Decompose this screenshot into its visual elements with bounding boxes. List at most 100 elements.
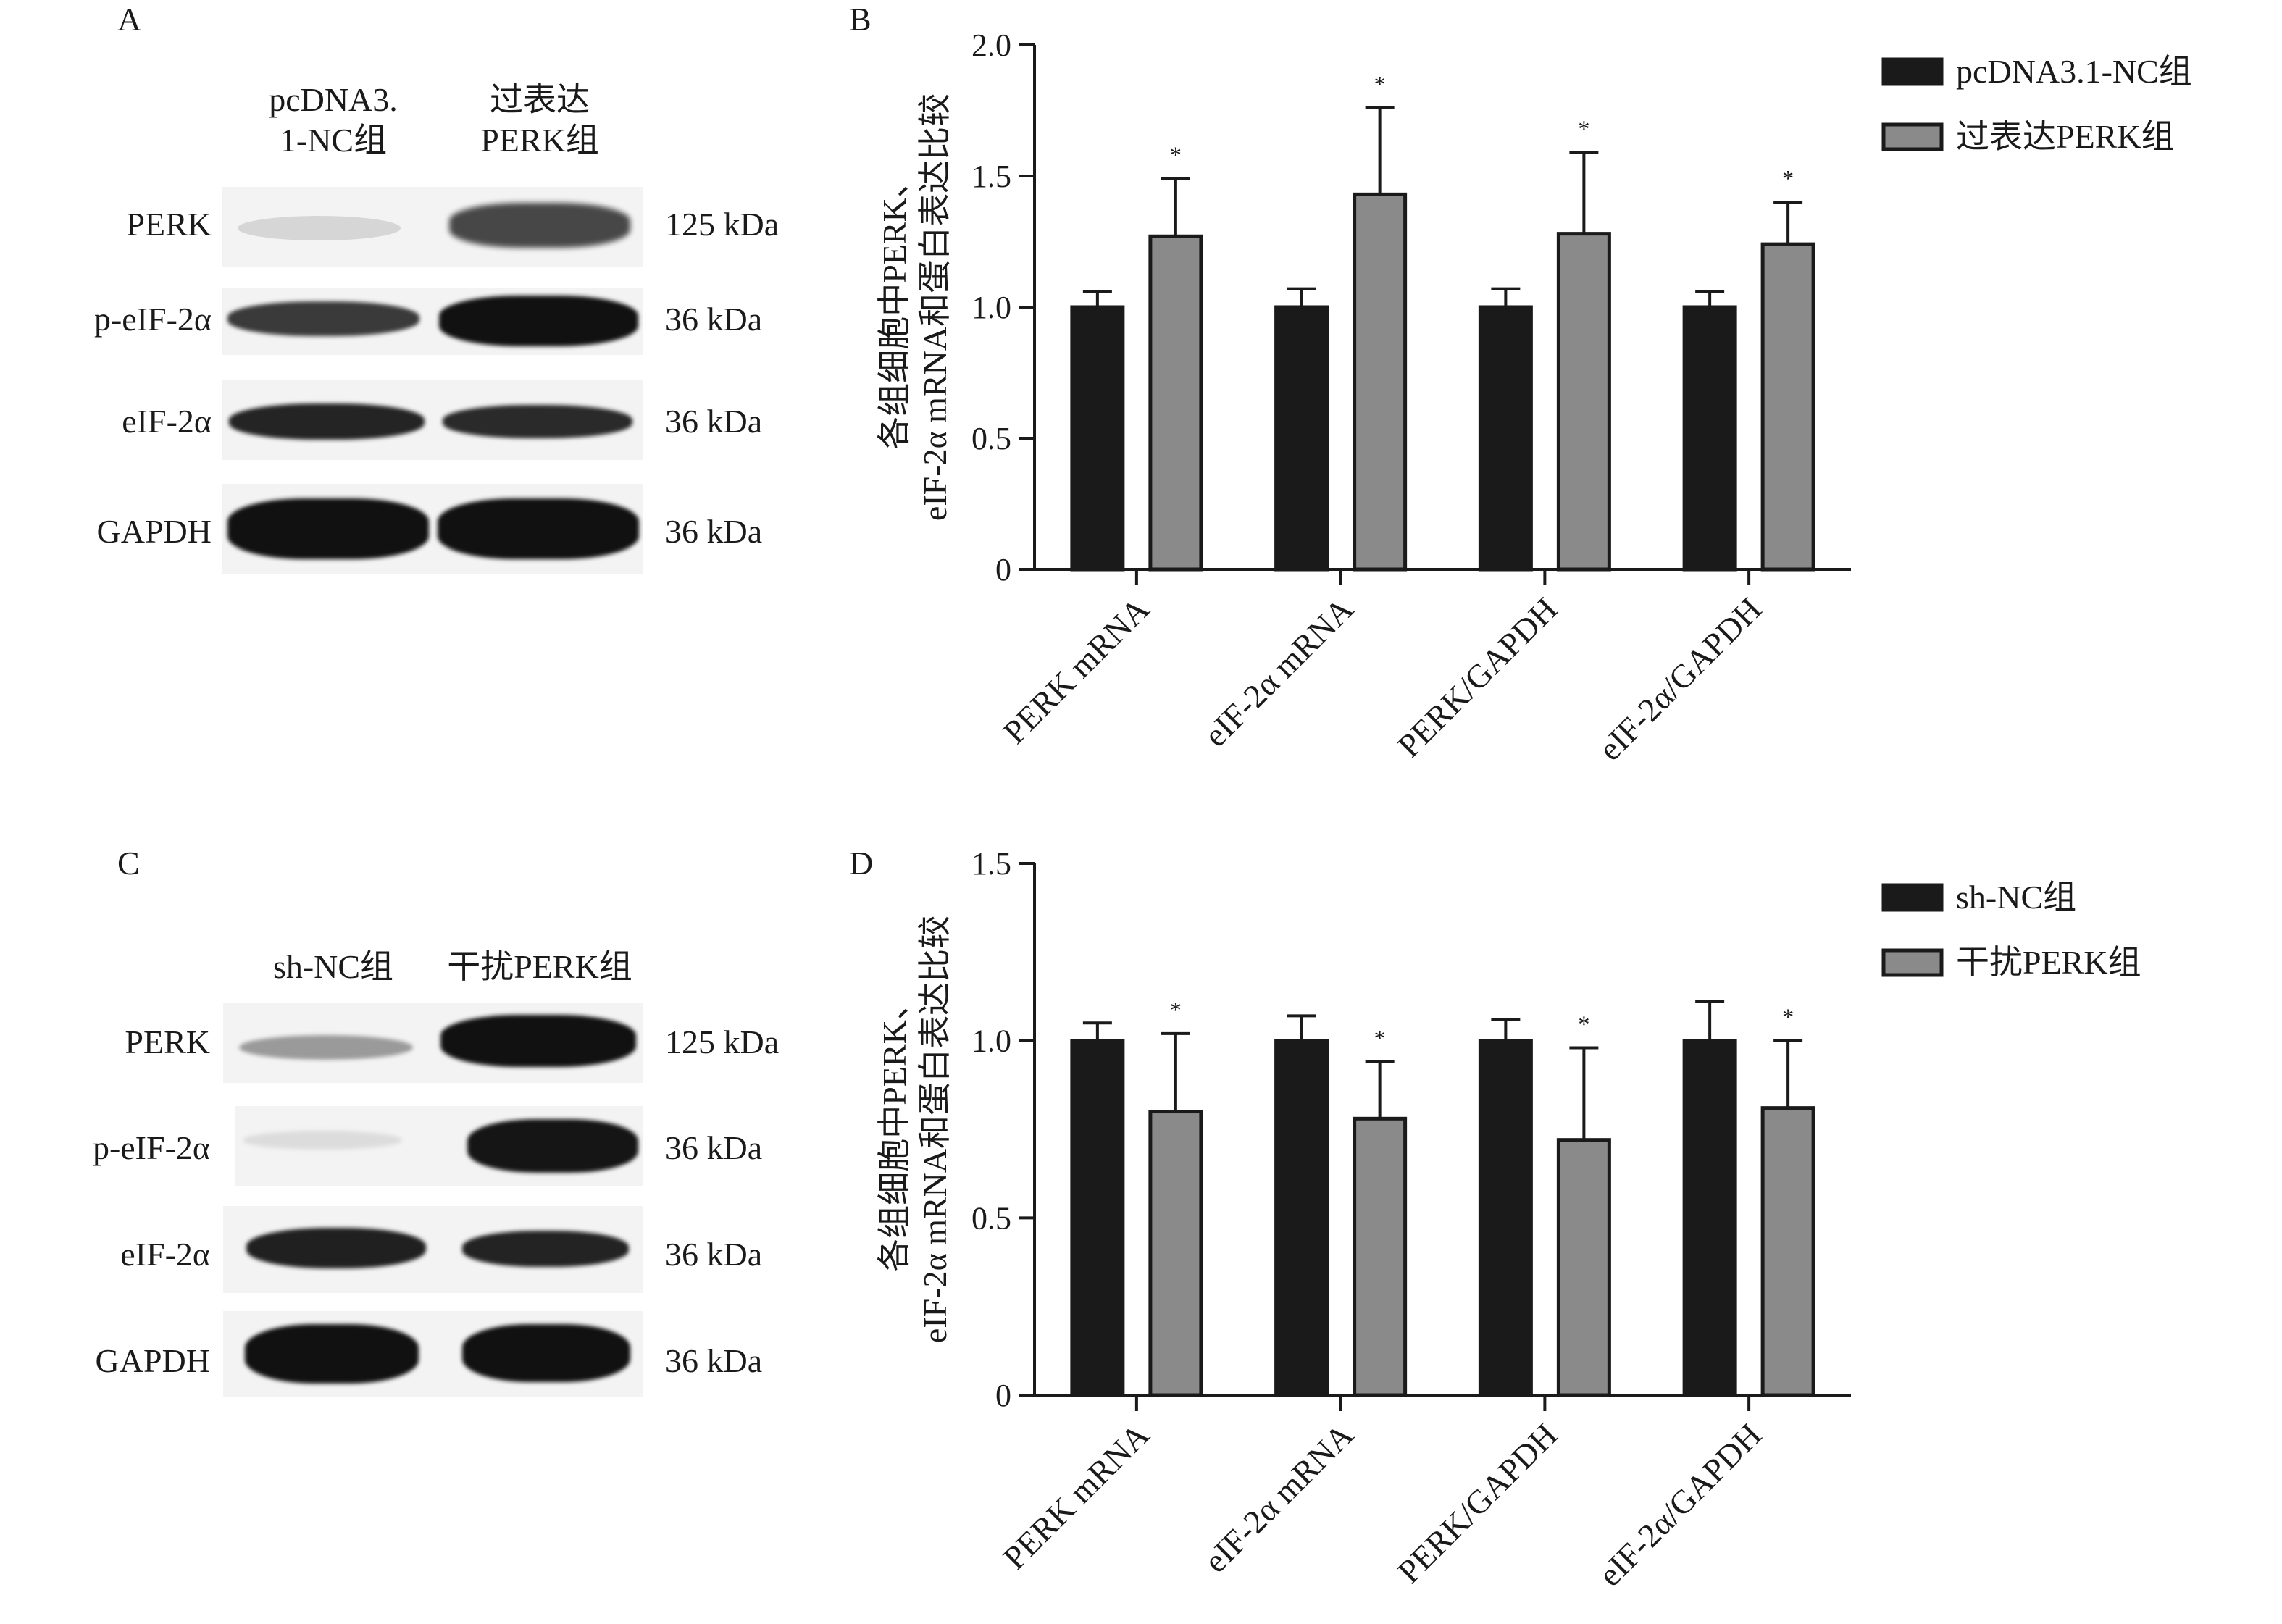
blot-c-column-label-control: sh-NC组 [272,948,394,985]
blot-c-row-label-eif2a: eIF-2α [120,1236,210,1273]
chart-b-x-tick-label: PERK mRNA [996,590,1156,750]
chart-d-legend-label: 干扰PERK组 [1956,944,2141,981]
chart-d-x-tick-label: eIF-2α/GAPDH [1592,1416,1769,1594]
chart-b-y-axis-label: 各组细胞中PERK、 eIF-2α mRNA和蛋白表达比较 [876,93,953,521]
blot-a-strip-eif2a [222,380,643,460]
chart-b-bar-series2 [1760,242,1815,572]
chart-b-significance-mark: * [1170,142,1182,168]
chart-b-y-tick-label: 2.0 [971,28,1011,63]
blot-a-band-p-eif2a-control [227,301,419,336]
chart-b-bar-series2 [1148,234,1203,572]
blot-c-strip-eif2a [223,1206,643,1293]
chart-d-bar-series2 [1760,1106,1815,1397]
chart-b-x-tick-label: eIF-2α mRNA [1197,590,1361,754]
chart-b-x-tick-label: eIF-2α/GAPDH [1592,590,1769,768]
chart-d-significance-mark: * [1782,1004,1794,1030]
panel-c-letter: C [117,845,140,882]
chart-b-legend-label: pcDNA3.1-NC组 [1956,53,2192,90]
blot-c-band-eif2a-control [246,1228,426,1268]
chart-b-legend-swatch [1881,122,1944,151]
chart-b-y-axis-label-line: 各组细胞中PERK、 [876,164,913,450]
panel-d-letter: D [849,845,874,882]
chart-d-bar-series1 [1478,1039,1533,1397]
chart-b-y-tick-label: 0.5 [971,421,1011,456]
blot-c-kda-eif2a: 36 kDa [665,1236,763,1273]
blot-a-column-label-control: pcDNA3. 1-NC组 [269,81,398,159]
blot-a-row-label-eif2a: eIF-2α [122,403,212,440]
chart-d-x-tick-label: PERK mRNA [996,1416,1156,1576]
chart-d: 0 0.5 1.0 1.5 各组细胞中PERK、 eIF-2α mRNA和蛋白表达比较 PE… [876,846,2141,1594]
blot-a-band-p-eif2a-overexpression [439,296,638,346]
blot-c-band-p-eif2a-knockdown [467,1119,638,1173]
blot-c-band-perk-control [239,1035,413,1060]
chart-d-bar-series1 [1070,1039,1125,1397]
chart-b-significance-mark: * [1782,165,1794,191]
blot-c-row-label-perk: PERK [125,1024,210,1060]
blot-c-band-eif2a-knockdown [462,1231,629,1267]
chart-b-x-tick-label: PERK/GAPDH [1390,590,1564,764]
blot-a-kda-p-eif2a: 36 kDa [665,301,763,338]
chart-b-legend-swatch [1881,57,1944,86]
blot-a-kda-eif2a: 36 kDa [665,403,763,440]
chart-d-x-tick-label: PERK/GAPDH [1390,1416,1564,1590]
chart-b-bar-series1 [1478,305,1533,572]
chart-d-bar-series1 [1274,1039,1329,1397]
chart-b-y-tick-label: 0 [995,552,1011,587]
chart-d-x-tick-label: eIF-2α mRNA [1197,1416,1361,1580]
chart-b-bar-series1 [1070,305,1125,572]
blot-a-band-perk-control [238,216,401,240]
chart-b-bar-series1 [1682,305,1737,572]
chart-d-y-tick-label: 0.5 [971,1200,1011,1236]
chart-d-y-axis-label: 各组细胞中PERK、 eIF-2α mRNA和蛋白表达比较 [876,916,953,1343]
chart-d-y-tick-label: 1.5 [971,846,1011,882]
blot-c-row-label-p-eif2a: p-eIF-2α [92,1129,210,1166]
blot-c-band-gapdh-control [245,1324,419,1384]
blot-c-kda-perk: 125 kDa [665,1024,780,1060]
blot-a-kda-gapdh: 36 kDa [665,513,763,550]
chart-d-y-axis-label-line: eIF-2α mRNA和蛋白表达比较 [916,916,953,1343]
chart-b-y-tick-label: 1.0 [971,290,1011,325]
chart-b-y-tick-label: 1.5 [971,159,1011,194]
chart-d-significance-mark: * [1374,1025,1386,1051]
blot-c-band-gapdh-knockdown [462,1324,630,1382]
chart-b-significance-mark: * [1578,115,1589,141]
chart-d-significance-mark: * [1170,997,1182,1023]
chart-b-significance-mark: * [1374,71,1386,97]
blot-a-row-label-p-eif2a: p-eIF-2α [93,301,212,338]
chart-b-bar-series1 [1274,305,1329,572]
chart-d-y-tick-label: 0 [995,1378,1011,1413]
blot-c-kda-p-eif2a: 36 kDa [665,1129,763,1166]
chart-b-legend-label: 过表达PERK组 [1956,118,2175,155]
chart-d-bar-series2 [1556,1138,1611,1397]
chart-d-legend-swatch [1881,883,1944,912]
chart-d-bar-series1 [1682,1039,1737,1397]
chart-d-y-tick-label: 1.0 [971,1024,1011,1059]
blot-a-column-label-overexpression: 过表达 PERK组 [480,81,599,159]
chart-b-y-axis-label-line: eIF-2α mRNA和蛋白表达比较 [916,93,953,521]
blot-c-strip-perk [223,1003,643,1083]
blot-a-strip-p-eif2a [222,288,643,355]
panel-b-letter: B [849,1,872,38]
blot-a-row-label-perk: PERK [126,206,212,243]
blot-a-band-gapdh-control [227,498,429,559]
blot-a-row-label-gapdh: GAPDH [96,513,212,550]
chart-d-legend-swatch [1881,948,1944,977]
chart-b-bar-series2 [1353,192,1408,572]
blot-a-band-eif2a-control [229,403,425,440]
chart-d-y-axis-label-line: 各组细胞中PERK、 [876,987,913,1272]
chart-d-bar-series2 [1353,1116,1408,1397]
blot-c-strip-p-eif2a [235,1106,643,1186]
chart-d-bar-series2 [1148,1110,1203,1397]
blot-a-kda-perk: 125 kDa [665,206,780,243]
blot-a-band-perk-overexpression [449,203,630,248]
blot-a-strip-perk [222,187,643,267]
blot-a-strip-gapdh [222,484,643,574]
blot-c-kda-gapdh: 36 kDa [665,1342,763,1379]
blot-c-band-p-eif2a-control [243,1131,402,1150]
blot-a-band-eif2a-overexpression [443,405,632,438]
blot-c-strip-gapdh [223,1311,643,1397]
chart-d-legend-label: sh-NC组 [1956,879,2076,916]
panel-a-letter: A [117,1,142,38]
chart-b: 0 0.5 1.0 1.5 2.0 各组细胞中PERK、 eIF-2α mRNA和蛋白表达比… [876,28,2192,768]
